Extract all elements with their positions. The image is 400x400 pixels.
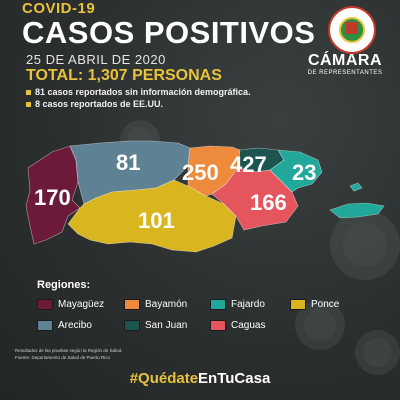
- legend-swatch: [124, 320, 140, 331]
- hashtag-banner: #QuédateEnTuCasa: [0, 370, 400, 387]
- vieques-island: [329, 202, 385, 219]
- legend-label: Mayagüez: [58, 299, 105, 310]
- region-cases-mayaguez: 170: [34, 185, 71, 210]
- hashtag-part-2: EnTuCasa: [198, 370, 271, 387]
- region-fajardo: [269, 149, 323, 193]
- region-cases-caguas: 166: [250, 190, 287, 215]
- note-item: 81 casos reportados sin información demo…: [26, 87, 251, 97]
- bullet-icon: [26, 102, 31, 108]
- footnote-results: Resultados de las pruebas según la Regió…: [15, 348, 123, 353]
- region-cases-sanjuan: 427: [230, 152, 267, 177]
- legend-title: Regiones:: [37, 279, 91, 291]
- region-cases-ponce: 101: [138, 208, 175, 233]
- footnote-source: Fuente: Departamento de Salud de Puerto …: [15, 355, 111, 360]
- legend-swatch: [37, 320, 53, 331]
- legend-label: Caguas: [231, 320, 266, 331]
- legend-label: Arecibo: [58, 320, 92, 331]
- bullet-icon: [26, 90, 31, 96]
- region-cases-fajardo: 23: [292, 160, 316, 185]
- legend-label: Fajardo: [231, 299, 265, 310]
- brand-name: CÁMARA: [307, 52, 383, 69]
- seal-shield-icon: [346, 22, 358, 34]
- legend-swatch: [210, 320, 226, 331]
- region-ponce: [67, 179, 237, 253]
- virus-decoration: [330, 210, 400, 280]
- topic-tag: COVID-19: [22, 0, 96, 17]
- note-text: 8 casos reportados de EE.UU.: [35, 99, 164, 109]
- legend-swatch: [290, 299, 306, 310]
- legend-swatch: [124, 299, 140, 310]
- legend-label: Bayamón: [145, 299, 188, 310]
- legend-swatch: [37, 299, 53, 310]
- report-date: 25 DE ABRIL DE 2020: [26, 52, 166, 67]
- region-cases-arecibo: 81: [116, 150, 140, 175]
- hashtag-part-1: #Quédate: [129, 370, 199, 387]
- region-cases-bayamon: 250: [182, 160, 219, 185]
- virus-decoration: [355, 330, 400, 375]
- culebra-island: [349, 182, 363, 192]
- note-text: 81 casos reportados sin información demo…: [35, 87, 251, 97]
- page-title: CASOS POSITIVOS: [22, 15, 316, 50]
- total-cases: TOTAL: 1,307 PERSONAS: [26, 67, 222, 84]
- brand-subtitle: DE REPRESENTANTES: [307, 70, 383, 76]
- legend-swatch: [210, 299, 226, 310]
- region-caguas: [211, 167, 299, 231]
- note-item: 8 casos reportados de EE.UU.: [26, 99, 163, 109]
- legend-label: San Juan: [145, 320, 188, 331]
- legend-label: Ponce: [311, 299, 340, 310]
- house-seal-logo: [328, 6, 376, 54]
